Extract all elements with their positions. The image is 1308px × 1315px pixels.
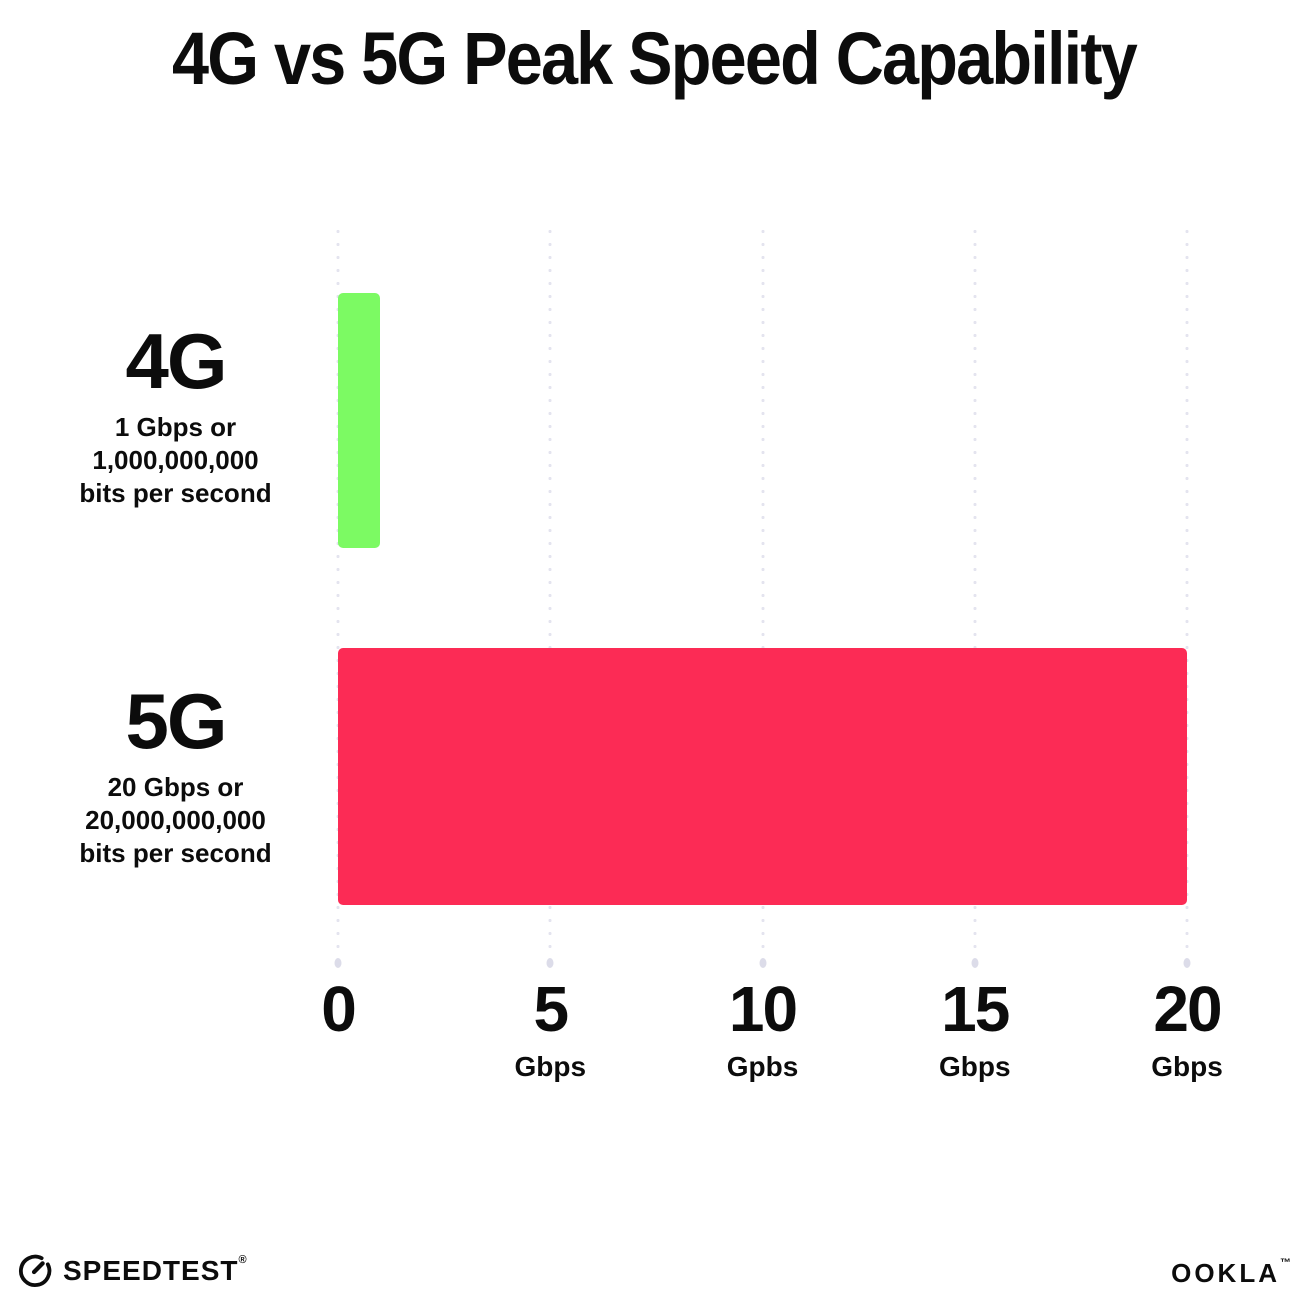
chart-title: 4G vs 5G Peak Speed Capability <box>172 17 1138 100</box>
x-tick-value: 0 <box>321 973 357 1045</box>
category-description: 20 Gbps or 20,000,000,000 bits per second <box>28 771 323 870</box>
x-tick-10: 10 Gpbs <box>727 977 799 1083</box>
category-description-line: bits per second <box>79 838 272 868</box>
x-tick-value: 20 <box>1153 973 1222 1045</box>
category-description-line: 20 Gbps or <box>107 772 244 802</box>
x-tick-unit <box>321 1051 355 1081</box>
ookla-trademark: ™ <box>1280 1257 1294 1269</box>
plot-area: 0 5 Gbps 10 Gpbs 15 Gbps 20 Gbps <box>321 225 1223 1315</box>
speedometer-icon <box>19 1254 52 1287</box>
x-tick-value: 10 <box>728 973 798 1045</box>
x-tick-unit: Gbps <box>514 1051 587 1082</box>
speedtest-logo: SPEEDTEST® <box>16 1252 248 1290</box>
x-tick-unit: Gpbs <box>726 1051 799 1082</box>
category-description-line: 20,000,000,000 <box>85 805 266 835</box>
bar-5g <box>338 648 1187 905</box>
bar-4g <box>338 293 381 548</box>
ookla-logo: OOKLA™ <box>1171 1258 1294 1289</box>
gridline-5 <box>548 225 553 951</box>
category-description-line: 1,000,000,000 <box>92 445 259 475</box>
speedtest-trademark: ® <box>238 1254 248 1266</box>
category-label-5g: 5G 20 Gbps or 20,000,000,000 bits per secon… <box>28 682 323 870</box>
gridline-10 <box>760 225 765 951</box>
x-tick-unit: Gbps <box>1151 1051 1223 1082</box>
category-label-4g: 4G 1 Gbps or 1,000,000,000 bits per second <box>28 322 323 510</box>
x-tick-15: 15 Gbps <box>939 977 1011 1083</box>
x-tick-20: 20 Gbps <box>1151 977 1223 1083</box>
speedtest-wordmark: SPEEDTEST® <box>63 1255 248 1287</box>
x-tick-value: 15 <box>941 973 1010 1045</box>
gridline-15 <box>972 225 977 951</box>
ookla-label: OOKLA <box>1171 1258 1280 1288</box>
x-tick-unit: Gbps <box>938 1051 1011 1082</box>
category-description: 1 Gbps or 1,000,000,000 bits per second <box>28 411 323 510</box>
category-description-line: 1 Gbps or <box>114 412 237 442</box>
category-name: 5G <box>125 677 227 765</box>
gridline-20 <box>1185 225 1189 951</box>
x-tick-0: 0 <box>321 973 357 1081</box>
speedtest-label: SPEEDTEST <box>63 1255 239 1286</box>
x-tick-5: 5 Gbps <box>514 977 586 1083</box>
category-name: 4G <box>125 317 227 405</box>
x-tick-value: 5 <box>533 973 569 1045</box>
gridline-0 <box>336 225 340 951</box>
category-description-line: bits per second <box>79 478 272 508</box>
